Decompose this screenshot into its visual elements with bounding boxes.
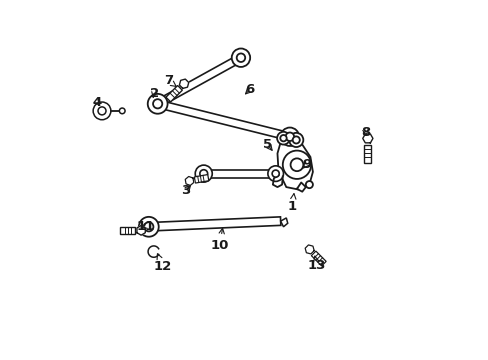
Circle shape xyxy=(236,54,244,62)
Circle shape xyxy=(200,170,207,177)
Circle shape xyxy=(119,108,125,114)
Circle shape xyxy=(147,94,167,114)
Text: 3: 3 xyxy=(181,184,190,197)
Circle shape xyxy=(195,165,212,182)
Polygon shape xyxy=(120,227,135,234)
Circle shape xyxy=(277,132,289,145)
Text: 7: 7 xyxy=(163,74,176,87)
Circle shape xyxy=(288,133,303,147)
Text: 6: 6 xyxy=(244,83,254,96)
Polygon shape xyxy=(137,225,145,235)
Circle shape xyxy=(153,99,162,108)
Polygon shape xyxy=(194,175,208,183)
Circle shape xyxy=(290,158,303,171)
Circle shape xyxy=(280,127,299,146)
Text: 11: 11 xyxy=(136,220,154,233)
Polygon shape xyxy=(203,170,275,177)
Text: 2: 2 xyxy=(149,87,158,100)
Polygon shape xyxy=(364,145,370,163)
Polygon shape xyxy=(156,54,243,107)
Circle shape xyxy=(305,181,312,188)
Circle shape xyxy=(139,217,159,237)
Text: 13: 13 xyxy=(307,256,325,272)
Circle shape xyxy=(282,150,310,179)
Text: 8: 8 xyxy=(360,126,369,139)
Text: 5: 5 xyxy=(263,138,271,151)
Polygon shape xyxy=(362,134,372,143)
Circle shape xyxy=(280,135,286,141)
Polygon shape xyxy=(311,251,325,266)
Text: 4: 4 xyxy=(93,96,102,109)
Text: 9: 9 xyxy=(302,158,310,171)
Circle shape xyxy=(93,102,111,120)
Circle shape xyxy=(292,136,299,144)
Text: 12: 12 xyxy=(154,254,172,273)
Circle shape xyxy=(98,107,106,115)
Circle shape xyxy=(267,166,283,181)
Circle shape xyxy=(272,170,279,177)
Circle shape xyxy=(144,222,153,231)
Polygon shape xyxy=(305,245,313,254)
Circle shape xyxy=(285,132,293,141)
Polygon shape xyxy=(185,176,193,185)
Text: 1: 1 xyxy=(287,194,296,213)
Polygon shape xyxy=(277,139,312,190)
Polygon shape xyxy=(280,218,287,227)
Polygon shape xyxy=(148,217,280,231)
Polygon shape xyxy=(165,86,182,102)
Circle shape xyxy=(231,49,250,67)
Polygon shape xyxy=(296,183,305,192)
Polygon shape xyxy=(156,100,290,140)
Text: 10: 10 xyxy=(210,228,228,252)
Polygon shape xyxy=(179,79,188,89)
